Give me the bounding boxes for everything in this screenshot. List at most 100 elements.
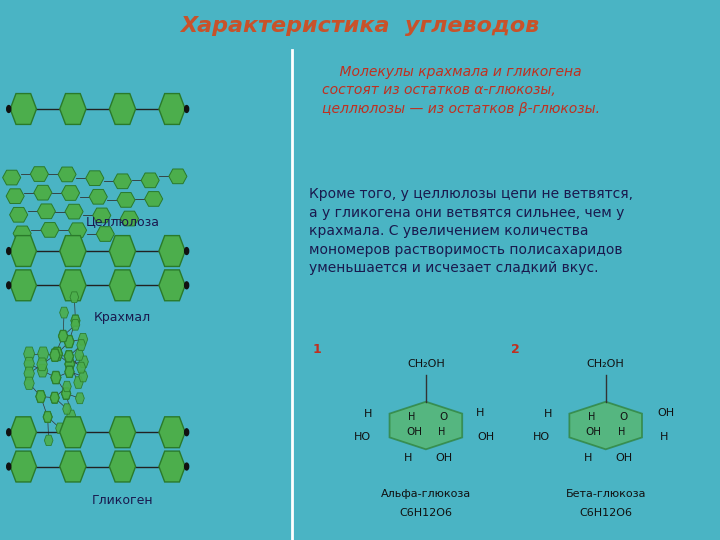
- Polygon shape: [109, 417, 135, 448]
- Polygon shape: [109, 451, 135, 482]
- Text: Альфа-глюкоза: Альфа-глюкоза: [381, 489, 471, 498]
- Polygon shape: [24, 367, 35, 380]
- Polygon shape: [9, 207, 27, 222]
- Polygon shape: [37, 204, 55, 219]
- Circle shape: [6, 429, 11, 436]
- Polygon shape: [71, 319, 80, 330]
- Polygon shape: [24, 377, 35, 389]
- Polygon shape: [78, 371, 88, 382]
- Polygon shape: [41, 222, 59, 237]
- Text: OH: OH: [657, 408, 674, 417]
- Polygon shape: [109, 235, 135, 266]
- Polygon shape: [50, 349, 60, 362]
- Circle shape: [6, 463, 11, 470]
- Polygon shape: [61, 388, 71, 400]
- Circle shape: [184, 463, 189, 470]
- Polygon shape: [65, 359, 74, 370]
- Polygon shape: [145, 192, 163, 206]
- Polygon shape: [50, 393, 59, 403]
- Polygon shape: [60, 235, 86, 266]
- Circle shape: [6, 282, 11, 289]
- Polygon shape: [36, 391, 45, 402]
- Polygon shape: [36, 391, 45, 402]
- Text: Целлюлоза: Целлюлоза: [86, 215, 159, 228]
- Polygon shape: [159, 235, 185, 266]
- Polygon shape: [62, 388, 71, 399]
- Polygon shape: [37, 364, 48, 377]
- Text: OH: OH: [615, 453, 632, 463]
- Text: H: H: [583, 453, 592, 463]
- Polygon shape: [159, 93, 185, 124]
- Text: OH: OH: [477, 432, 495, 442]
- Polygon shape: [77, 340, 86, 350]
- Polygon shape: [3, 170, 21, 185]
- Polygon shape: [114, 174, 132, 188]
- Text: H: H: [588, 413, 595, 422]
- Polygon shape: [37, 358, 48, 370]
- Polygon shape: [60, 270, 86, 301]
- Text: Характеристика  углеводов: Характеристика углеводов: [181, 16, 539, 36]
- Polygon shape: [52, 347, 63, 361]
- Polygon shape: [52, 348, 62, 360]
- Polygon shape: [10, 451, 37, 482]
- Polygon shape: [63, 381, 71, 391]
- Polygon shape: [78, 333, 88, 345]
- Text: H: H: [618, 427, 626, 437]
- Text: H: H: [476, 408, 484, 417]
- Polygon shape: [60, 93, 86, 124]
- Polygon shape: [10, 235, 37, 266]
- Circle shape: [184, 429, 189, 436]
- Text: Бета-глюкоза: Бета-глюкоза: [565, 489, 646, 498]
- Polygon shape: [65, 366, 74, 377]
- Text: OH: OH: [436, 453, 452, 463]
- Polygon shape: [77, 362, 86, 373]
- Text: С6H12O6: С6H12O6: [579, 508, 632, 518]
- Polygon shape: [58, 167, 76, 182]
- Polygon shape: [64, 335, 74, 348]
- Circle shape: [184, 282, 189, 289]
- Polygon shape: [70, 292, 78, 302]
- Text: Крахмал: Крахмал: [94, 310, 151, 323]
- Polygon shape: [55, 423, 64, 434]
- Polygon shape: [58, 330, 68, 341]
- Polygon shape: [35, 390, 46, 403]
- Polygon shape: [390, 402, 462, 449]
- Polygon shape: [159, 417, 185, 448]
- Polygon shape: [96, 227, 114, 241]
- Polygon shape: [58, 330, 68, 342]
- Polygon shape: [10, 93, 37, 124]
- Polygon shape: [60, 307, 68, 318]
- Text: H: H: [544, 409, 552, 419]
- Polygon shape: [64, 336, 73, 347]
- Polygon shape: [43, 412, 52, 422]
- Circle shape: [6, 248, 11, 254]
- Polygon shape: [10, 417, 37, 448]
- Polygon shape: [24, 347, 35, 361]
- Polygon shape: [37, 347, 49, 361]
- Circle shape: [6, 105, 11, 112]
- Polygon shape: [570, 402, 642, 449]
- Circle shape: [184, 248, 189, 254]
- Circle shape: [184, 105, 189, 112]
- Polygon shape: [76, 393, 84, 404]
- Polygon shape: [24, 357, 35, 370]
- Text: 1: 1: [312, 343, 322, 356]
- Polygon shape: [62, 388, 71, 399]
- Text: H: H: [404, 453, 412, 463]
- Polygon shape: [52, 348, 62, 360]
- Polygon shape: [43, 411, 53, 423]
- Text: HO: HO: [354, 432, 371, 442]
- Polygon shape: [50, 393, 59, 403]
- Polygon shape: [51, 372, 60, 383]
- Polygon shape: [30, 167, 48, 181]
- Polygon shape: [93, 208, 111, 223]
- Polygon shape: [64, 336, 73, 347]
- Polygon shape: [50, 392, 59, 403]
- Text: H: H: [364, 409, 372, 419]
- Text: Гликоген: Гликоген: [91, 494, 153, 507]
- Polygon shape: [68, 223, 86, 238]
- Text: H: H: [438, 427, 446, 437]
- Polygon shape: [50, 349, 60, 361]
- Polygon shape: [65, 366, 74, 377]
- Polygon shape: [109, 93, 135, 124]
